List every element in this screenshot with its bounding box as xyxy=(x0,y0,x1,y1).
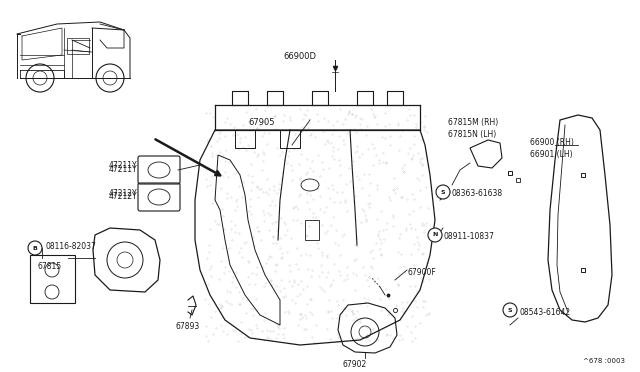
Circle shape xyxy=(503,303,517,317)
Text: 08911-10837: 08911-10837 xyxy=(444,232,495,241)
Circle shape xyxy=(436,185,450,199)
Text: N: N xyxy=(432,232,438,237)
Text: ^678 :0003: ^678 :0003 xyxy=(583,358,625,364)
Text: 08543-61642: 08543-61642 xyxy=(519,308,570,317)
Bar xyxy=(305,220,319,240)
Text: 47211Y: 47211Y xyxy=(108,161,137,170)
Text: 67900F: 67900F xyxy=(408,268,436,277)
Text: 47211Y: 47211Y xyxy=(108,165,137,174)
Text: 67905: 67905 xyxy=(248,118,275,127)
Text: 47212Y: 47212Y xyxy=(108,189,137,198)
Text: 08116-82037: 08116-82037 xyxy=(45,242,96,251)
Circle shape xyxy=(28,241,42,255)
Text: 47212Y: 47212Y xyxy=(108,192,137,201)
Text: 08363-61638: 08363-61638 xyxy=(452,189,503,198)
Text: 67815: 67815 xyxy=(38,262,62,271)
Text: 67815M (RH): 67815M (RH) xyxy=(448,118,499,127)
Circle shape xyxy=(428,228,442,242)
Text: S: S xyxy=(441,189,445,195)
Text: 66900 (RH): 66900 (RH) xyxy=(530,138,574,147)
Text: S: S xyxy=(508,308,512,312)
Text: B: B xyxy=(33,246,37,250)
Text: 66900D: 66900D xyxy=(284,52,317,61)
Text: 67893: 67893 xyxy=(176,322,200,331)
Text: 66901 (LH): 66901 (LH) xyxy=(530,150,573,159)
Text: 67815N (LH): 67815N (LH) xyxy=(448,130,496,139)
Text: 67902: 67902 xyxy=(343,360,367,369)
